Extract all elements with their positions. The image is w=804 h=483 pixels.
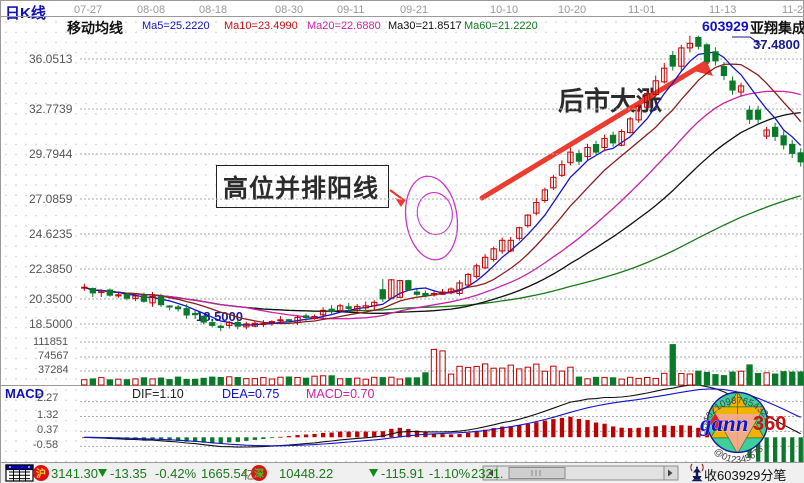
- svg-text:360: 360: [753, 413, 786, 435]
- svg-text:gann: gann: [699, 411, 749, 436]
- svg-text:@0123456789012345: @0123456789012345: [1, 1, 766, 466]
